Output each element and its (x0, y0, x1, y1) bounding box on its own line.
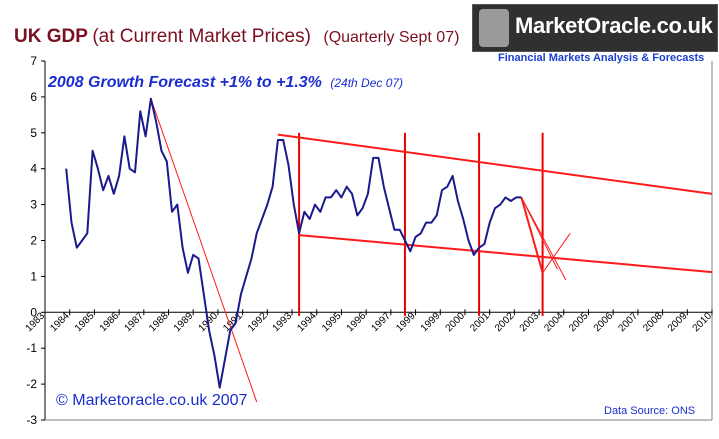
channel-upper-line (277, 133, 713, 195)
x-tick-label: 1997 (369, 310, 393, 334)
marketoracle-logo: MarketOracle.co.uk Financial Markets Ana… (472, 4, 718, 64)
y-tick-label: -1 (26, 341, 37, 355)
y-tick-label: 1 (30, 269, 37, 283)
forecast-line (542, 233, 571, 274)
trend-line-1988 (150, 98, 258, 403)
y-tick-label: -3 (26, 413, 37, 427)
x-tick-label: 1993 (271, 310, 295, 334)
x-tick-label: 2009 (666, 310, 690, 334)
y-tick-label: -2 (26, 377, 37, 391)
x-tick-label: 2007 (616, 310, 640, 334)
title-period: (Quarterly Sept 07) (323, 29, 460, 46)
x-tick-label: 1986 (98, 310, 122, 334)
forecast-date: (24th Dec 07) (330, 76, 404, 90)
x-tick-label: 1989 (172, 310, 196, 334)
x-tick-label: 2002 (493, 310, 517, 334)
logo-banner: MarketOracle.co.uk (472, 4, 718, 52)
x-tick-label: 2000 (444, 310, 468, 334)
x-tick-label: 1984 (48, 310, 72, 334)
x-tick-label: 1992 (246, 310, 270, 334)
data-source-text: Data Source: ONS (604, 405, 696, 417)
x-tick-label: 1999 (419, 310, 443, 334)
chart-title: UK GDP (at Current Market Prices) (Quart… (14, 26, 459, 48)
logo-tagline: Financial Markets Analysis & Forecasts (498, 52, 705, 64)
x-tick-label: 1995 (320, 310, 344, 334)
x-tick-label: 2005 (567, 310, 591, 334)
x-tick-label: 1987 (122, 310, 146, 334)
forecast-line (520, 197, 567, 281)
y-tick-label: 2 (30, 234, 37, 248)
copyright-text: © Marketoracle.co.uk 2007 (56, 392, 248, 409)
y-tick-label: 6 (30, 90, 37, 104)
y-tick-label: 4 (30, 162, 37, 176)
x-tick-label: 2004 (542, 310, 566, 334)
x-tick-label: 1988 (147, 310, 171, 334)
title-sub: (at Current Market Prices) (92, 26, 311, 47)
x-tick-label: 1985 (73, 310, 97, 334)
y-tick-label: 5 (30, 126, 37, 140)
channel-lower-line (299, 234, 713, 274)
x-tick-label: 1999 (394, 310, 418, 334)
x-tick-label: 2010 (691, 310, 715, 334)
y-tick-label: 0 (30, 305, 37, 319)
x-tick-label: 2008 (641, 310, 665, 334)
forecast-text: 2008 Growth Forecast +1% to +1.3% (48, 74, 322, 91)
x-tick-label: 2001 (468, 310, 492, 334)
x-tick-label: 2003 (518, 310, 542, 334)
y-tick-label: 3 (30, 198, 37, 212)
x-tick-label: 2006 (592, 310, 616, 334)
logo-name: MarketOracle.co.uk (515, 13, 713, 38)
x-tick-label: 1983 (24, 310, 48, 334)
x-tick-label: 1996 (345, 310, 369, 334)
y-tick-label: 7 (30, 54, 37, 68)
thinker-statue-icon (479, 9, 509, 47)
gdp-series-line (65, 97, 522, 389)
forecast-annotation: 2008 Growth Forecast +1% to +1.3% (24th … (48, 74, 403, 92)
x-tick-label: 1991 (221, 310, 245, 334)
title-main: UK GDP (14, 26, 88, 47)
forecast-line (520, 197, 544, 274)
